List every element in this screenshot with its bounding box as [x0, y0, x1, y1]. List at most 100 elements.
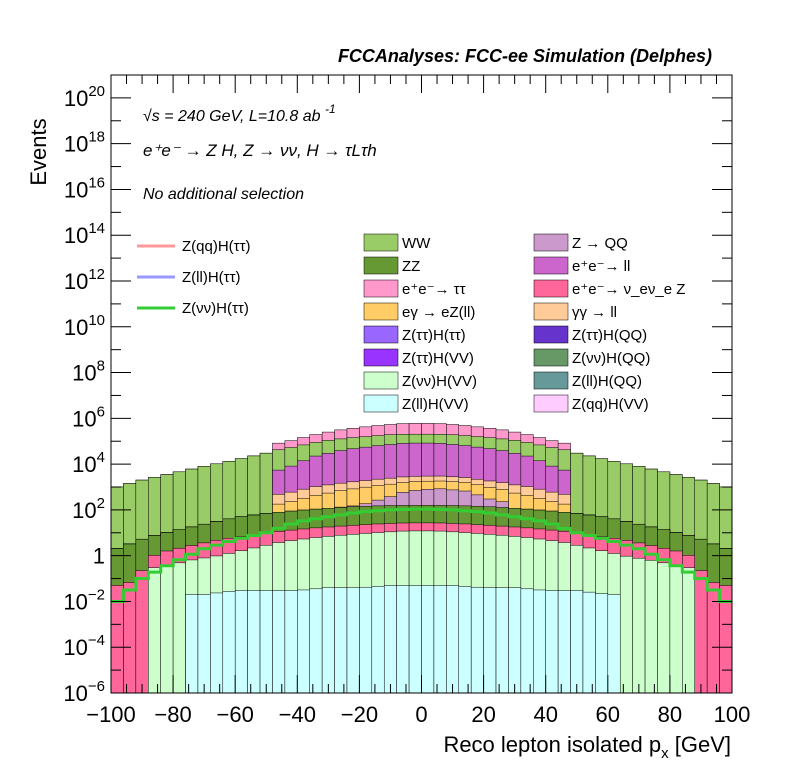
- y-tick-label: 1: [93, 544, 105, 569]
- bar-0-18: [334, 587, 348, 694]
- bar-1-44: [657, 562, 671, 694]
- bar-0-20: [359, 586, 373, 694]
- legend-label: Z → QQ: [572, 235, 628, 252]
- bar-0-34: [533, 589, 546, 694]
- bar-0-33: [520, 588, 534, 694]
- bar-0-16: [309, 588, 323, 694]
- energy-superscript: -1: [325, 102, 336, 116]
- stack-layer-0: [185, 585, 621, 694]
- energy-text: √s = 240 GeV, L=10.8 ab: [143, 108, 321, 125]
- legend-swatch: [533, 325, 569, 344]
- bar-0-12: [259, 590, 273, 694]
- bar-0-10: [234, 590, 248, 694]
- bar-1-3: [148, 567, 161, 694]
- line-series-2: [111, 507, 732, 603]
- bar-0-35: [545, 590, 559, 694]
- x-tick-label: 80: [658, 702, 682, 727]
- bar-0-13: [272, 590, 286, 694]
- bar-2-48: [706, 582, 720, 694]
- legend-label: WW: [402, 235, 431, 252]
- bar-0-32: [508, 587, 522, 694]
- bar-0-28: [458, 586, 472, 694]
- y-tick-label: 10−4: [63, 632, 105, 660]
- y-tick-label: 1016: [64, 174, 105, 202]
- legend-label: Z(ll)H(QQ): [572, 373, 642, 390]
- legend-label: Z(ττ)H(QQ): [572, 327, 647, 344]
- bar-0-29: [470, 586, 484, 694]
- bar-1-45: [669, 565, 683, 694]
- bar-0-25: [421, 585, 435, 694]
- selection-annotation: No additional selection: [143, 186, 304, 203]
- bar-1-5: [172, 562, 186, 694]
- bar-1-41: [619, 555, 633, 694]
- x-tick-label: −60: [217, 702, 254, 727]
- y-axis-label: Events: [26, 118, 51, 185]
- legend-label: Z(ττ)H(ττ): [402, 327, 466, 344]
- legend-label: Z(ll)H(VV): [402, 396, 469, 413]
- x-axis-label-main: Reco lepton isolated p: [443, 732, 661, 757]
- legend-swatch: [363, 256, 399, 275]
- x-tick-label: 40: [533, 702, 557, 727]
- chart-title: FCCAnalyses: FCC-ee Simulation (Delphes): [338, 46, 712, 66]
- legend-swatch: [533, 394, 569, 413]
- bar-0-26: [433, 585, 447, 694]
- x-tick-label: 100: [714, 702, 751, 727]
- energy-annotation: √s = 240 GeV, L=10.8 ab -1: [143, 102, 336, 125]
- legend-swatch: [363, 394, 399, 413]
- bar-0-15: [297, 589, 310, 694]
- legend-label: e⁺e⁻→ ν_eν_e Z: [572, 281, 685, 298]
- x-tick-label: 20: [471, 702, 495, 727]
- y-tick-label: 1014: [64, 220, 105, 248]
- legend-swatch: [363, 371, 399, 390]
- legend-line-label: Z(νν)H(ττ): [182, 300, 249, 317]
- x-tick-label: −100: [86, 702, 136, 727]
- legend: Z(qq)H(ττ) Z(ll)H(ττ) Z(νν)H(ττ) WW Z → QQ ZZ…: [137, 233, 685, 413]
- legend-swatch: [363, 325, 399, 344]
- legend-swatch: [363, 279, 399, 298]
- bar-1-46: [682, 567, 695, 694]
- legend-swatch: [363, 302, 399, 321]
- bar-0-9: [222, 591, 236, 694]
- bar-2-47: [694, 570, 708, 694]
- bar-0-21: [371, 586, 385, 694]
- y-tick-label: 108: [72, 358, 105, 386]
- x-tick-label: −80: [154, 702, 191, 727]
- legend-label: e⁺e⁻→ ll: [572, 258, 630, 275]
- bar-0-40: [607, 594, 621, 694]
- bar-0-7: [197, 594, 211, 694]
- legend-line-label: Z(ll)H(ττ): [182, 269, 241, 286]
- legend-swatch: [363, 233, 399, 252]
- bar-0-27: [446, 585, 460, 694]
- legend-line-label: Z(qq)H(ττ): [182, 238, 251, 255]
- bar-0-6: [185, 594, 199, 694]
- bar-1-42: [632, 557, 646, 694]
- bar-0-17: [321, 587, 335, 694]
- x-tick-label: −20: [341, 702, 378, 727]
- y-tick-label: 10−2: [63, 586, 105, 614]
- legend-swatch: [363, 348, 399, 367]
- y-tick-label: 1018: [64, 129, 105, 157]
- bar-0-39: [595, 593, 609, 694]
- legend-label: Z(νν)H(QQ): [572, 350, 650, 367]
- x-tick-label: 60: [596, 702, 620, 727]
- legend-label: Z(νν)H(VV): [402, 373, 477, 390]
- y-tick-label: 106: [72, 403, 105, 431]
- legend-swatch: [533, 256, 569, 275]
- y-tick-label: 10−6: [63, 678, 105, 706]
- legend-label: e⁺e⁻→ ττ: [402, 281, 466, 298]
- bar-0-8: [210, 592, 224, 694]
- legend-label: eγ → eZ(ll): [402, 304, 475, 321]
- y-tick-label: 1020: [64, 83, 105, 111]
- bar-2-1: [123, 582, 137, 694]
- legend-label: Z(ττ)H(VV): [402, 350, 474, 367]
- y-tick-label: 1010: [64, 312, 105, 340]
- bar-0-19: [346, 587, 360, 694]
- y-tick-label: 104: [72, 449, 105, 477]
- x-tick-label: −40: [279, 702, 316, 727]
- legend-label: γγ → ll: [572, 304, 617, 321]
- x-axis-label-sub: x: [661, 745, 669, 762]
- bar-0-37: [570, 590, 584, 694]
- legend-label: Z(qq)H(VV): [572, 396, 649, 413]
- legend-swatch: [533, 371, 569, 390]
